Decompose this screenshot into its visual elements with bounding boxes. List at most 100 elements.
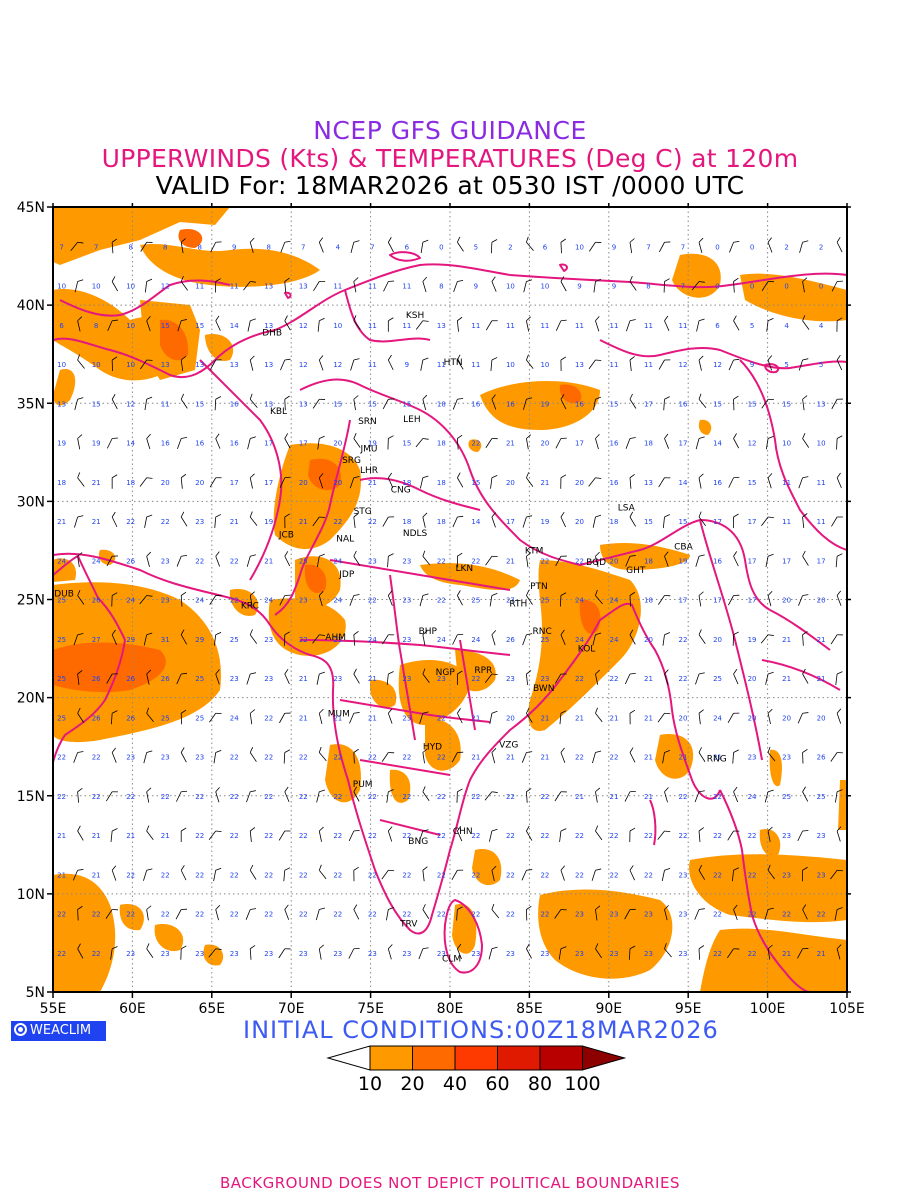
temperature-value: 20 [748,714,757,722]
temperature-value: 22 [57,754,66,762]
wind-barb [831,280,843,292]
temperature-value: 21 [575,714,584,722]
wind-barb [208,830,222,841]
colorbar-segment [369,1045,413,1071]
wind-barb [249,473,255,489]
wind-barb [797,948,809,959]
wind-barb [732,631,739,646]
wind-barb [422,630,428,646]
temperature-value: 22 [161,871,170,879]
wind-barb [484,791,498,801]
wind-barb [560,238,566,254]
lat-label: 25N [17,593,45,609]
temperature-value: 22 [748,871,757,879]
wind-barb [284,668,290,685]
wind-barb [767,355,773,371]
wind-barb [420,239,429,254]
colorbar-segment [454,1045,498,1071]
temperature-value: 11 [817,479,826,487]
temperature-value: 18 [437,479,446,487]
temperature-value: 22 [299,911,308,919]
wind-barb [664,433,669,449]
wind-barb [830,869,843,880]
temperature-value: 9 [405,361,409,369]
station-label: VZG [499,741,518,751]
temperature-value: 22 [713,832,722,840]
temperature-value: 18 [644,440,653,448]
temperature-value: 22 [540,793,549,801]
wind-barb [381,752,395,762]
wind-barb [353,433,361,448]
wind-barb [111,592,118,607]
temperature-value: 22 [92,950,101,958]
temperature-value: 23 [782,871,791,879]
wind-barb [765,553,774,568]
wind-barb [836,944,842,960]
temperature-value: 23 [817,832,826,840]
temperature-value: 23 [540,950,549,958]
wind-barb [830,634,843,645]
wind-barb [798,476,809,489]
wind-barb [727,830,740,841]
temperature-value: 21 [57,832,66,840]
wind-barb [836,708,842,724]
wind-barb [419,593,429,607]
temperature-value: 24 [57,557,66,565]
wind-barb [733,315,740,331]
temperature-value: 23 [402,557,411,565]
temperature-value: 24 [713,714,722,722]
wind-barb [765,435,774,450]
temperature-value: 22 [437,597,446,605]
temperature-value: 10 [506,361,515,369]
temperature-value: 20 [644,636,653,644]
temperature-value: 12 [126,400,135,408]
temperature-value: 21 [506,440,515,448]
wind-barb [802,904,808,920]
wind-barb [72,869,84,881]
temperature-value: 5 [474,243,478,251]
temperature-value: 11 [195,283,204,291]
wind-barb [802,433,810,448]
temperature-value: 22 [299,636,308,644]
wind-barb [419,475,429,489]
wind-barb [74,279,84,293]
wind-barb [215,669,220,685]
wind-barb [278,948,291,959]
wind-barb [629,747,636,763]
initial-conditions: INITIAL CONDITIONS:00Z18MAR2026 [243,1016,719,1044]
temperature-value: 22 [368,518,377,526]
temperature-value: 19 [92,440,101,448]
temperature-value: 22 [402,911,411,919]
wind-barb [526,943,532,959]
temperature-value: 0 [784,283,788,291]
temperature-value: 15 [195,322,204,330]
temperature-value: 18 [610,518,619,526]
temperature-value: 22 [471,557,480,565]
wind-shading-strong [53,229,601,693]
wind-barb [456,788,463,803]
wind-barb [595,669,600,685]
temperature-value: 0 [819,283,823,291]
wind-barb [353,668,360,684]
temperature-value: 13 [299,283,308,291]
station-label: RPR [474,666,492,676]
wind-barb [213,749,222,764]
temperature-value: 25 [161,714,170,722]
wind-barb [418,947,429,960]
wind-barb [629,865,635,881]
temperature-value: 25 [57,675,66,683]
wind-barb [77,825,84,841]
wind-barb [284,551,291,567]
wind-barb [727,712,740,723]
temperature-value: 26 [506,636,515,644]
temperature-value: 19 [540,400,549,408]
wind-barb [592,514,602,528]
wind-barb [694,908,705,920]
wind-barb [140,241,153,252]
temperature-value: 31 [161,636,170,644]
wind-barb [491,512,496,528]
temperature-value: 21 [782,636,791,644]
wind-barb [284,513,290,529]
wind-barb [558,946,567,960]
wind-barb [802,631,808,646]
